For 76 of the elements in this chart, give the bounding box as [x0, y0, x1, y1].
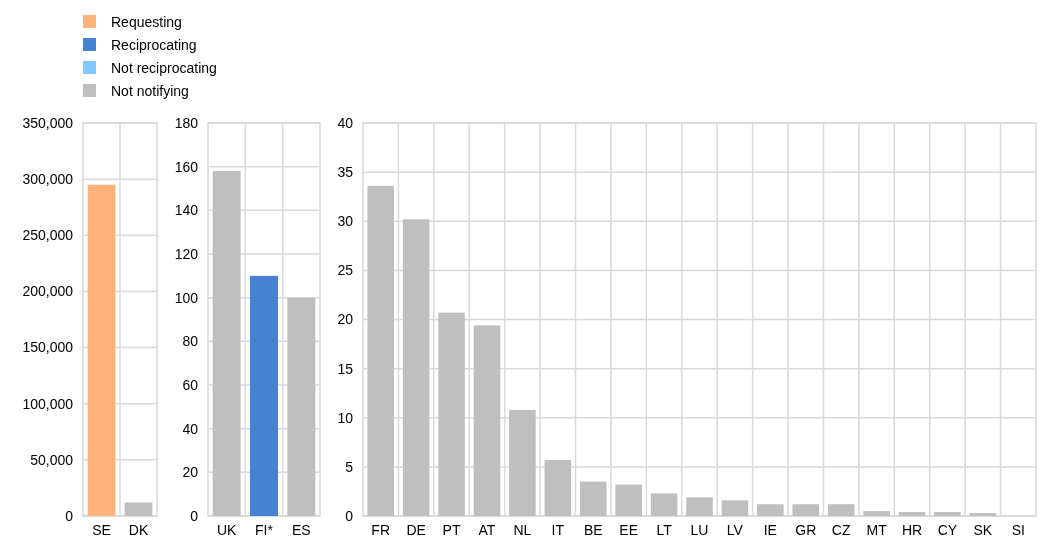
bar	[579, 481, 607, 516]
x-tick-label: CZ	[831, 522, 851, 538]
bar	[898, 512, 926, 516]
x-tick-label: LV	[726, 522, 744, 538]
bar	[827, 504, 855, 516]
y-tick-label: 100	[174, 289, 199, 306]
x-tick-label: SI	[1011, 522, 1025, 538]
y-tick-label: 300,000	[22, 171, 74, 188]
y-tick-label: 50,000	[30, 451, 74, 468]
x-tick-label: NL	[513, 522, 532, 538]
x-tick-label: SK	[973, 522, 993, 538]
legend-label: Not notifying	[111, 82, 189, 99]
x-tick-label: ES	[291, 522, 311, 538]
x-tick-label: SE	[92, 522, 111, 538]
y-tick-label: 140	[174, 202, 199, 219]
bar	[367, 185, 394, 516]
bar	[287, 297, 316, 516]
bar	[615, 484, 642, 516]
bar	[969, 513, 997, 516]
legend-label: Not reciprocating	[111, 59, 217, 76]
x-tick-label: MT	[866, 522, 888, 538]
x-tick-label: DE	[406, 522, 426, 538]
y-tick-label: 250,000	[22, 227, 74, 244]
legend-label: Requesting	[111, 13, 182, 30]
x-tick-label: FI*	[255, 522, 274, 538]
bar	[757, 504, 784, 516]
y-tick-label: 0	[190, 507, 199, 524]
y-tick-label: 160	[174, 158, 199, 175]
y-tick-label: 180	[174, 114, 199, 131]
bar	[544, 460, 572, 516]
legend-label: Reciprocating	[111, 36, 197, 53]
x-tick-label: AT	[478, 522, 496, 538]
y-tick-label: 5	[345, 458, 354, 475]
y-tick-label: 0	[65, 507, 74, 524]
y-tick-label: 120	[174, 245, 199, 262]
bar	[863, 511, 890, 516]
y-tick-label: 100,000	[22, 395, 74, 412]
x-tick-label: GR	[795, 522, 817, 538]
x-tick-label: PT	[442, 522, 461, 538]
bar	[473, 325, 501, 516]
y-tick-label: 80	[182, 333, 199, 350]
bar	[509, 409, 536, 516]
y-tick-label: 10	[337, 409, 354, 426]
y-tick-label: 40	[337, 114, 354, 131]
bar	[402, 219, 430, 516]
y-tick-label: 150,000	[22, 339, 74, 356]
y-tick-label: 20	[182, 464, 199, 481]
bar	[686, 497, 713, 516]
x-tick-label: EE	[619, 522, 638, 538]
x-tick-label: IE	[763, 522, 777, 538]
x-tick-label: FR	[371, 522, 391, 538]
x-tick-label: LU	[690, 522, 709, 538]
x-tick-label: UK	[216, 522, 238, 538]
bar	[438, 312, 465, 516]
x-tick-label: HR	[901, 522, 923, 538]
bar	[934, 512, 961, 516]
bar	[212, 171, 241, 516]
bar	[792, 504, 820, 516]
x-tick-label: CY	[937, 522, 958, 538]
x-tick-label: BE	[583, 522, 603, 538]
x-tick-label: LT	[656, 522, 673, 538]
bar	[650, 493, 678, 516]
bar	[721, 500, 749, 516]
y-tick-label: 15	[337, 360, 354, 377]
y-tick-label: 25	[337, 262, 354, 279]
y-tick-label: 30	[337, 213, 354, 230]
y-tick-label: 0	[345, 507, 354, 524]
y-tick-label: 40	[182, 420, 199, 437]
y-tick-label: 35	[337, 164, 354, 181]
y-tick-label: 350,000	[22, 114, 74, 131]
x-tick-label: IT	[551, 522, 565, 538]
x-tick-label: DK	[128, 522, 149, 538]
y-tick-label: 20	[337, 311, 354, 328]
y-tick-label: 200,000	[22, 283, 74, 300]
bar	[250, 275, 278, 516]
y-tick-label: 60	[182, 376, 199, 393]
